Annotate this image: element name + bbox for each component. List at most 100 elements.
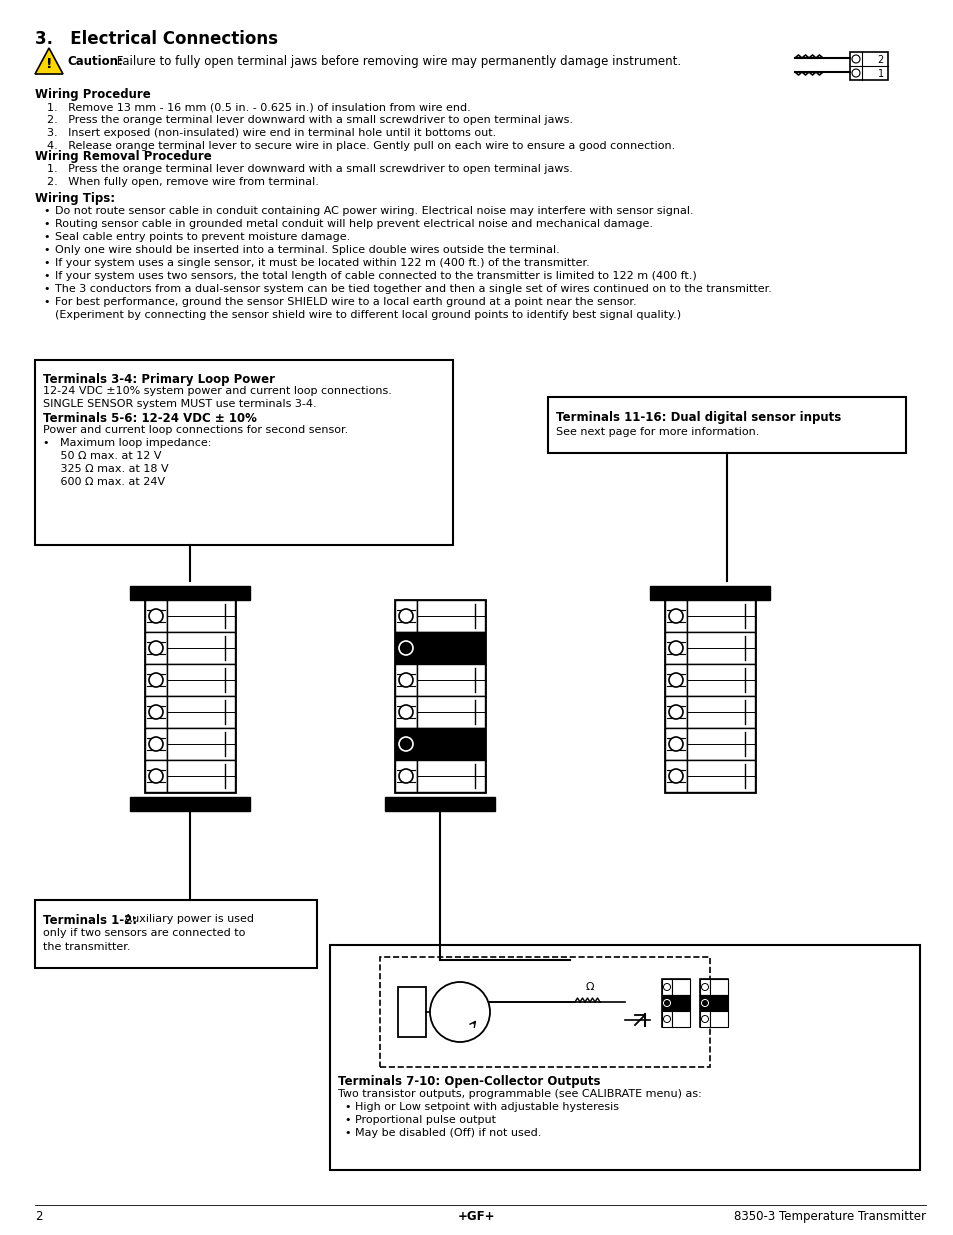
Text: •: • bbox=[43, 206, 50, 216]
Circle shape bbox=[149, 705, 163, 719]
Text: Auxiliary power is used: Auxiliary power is used bbox=[121, 914, 253, 924]
Bar bbox=[416, 697, 484, 727]
Text: +GF+: +GF+ bbox=[457, 1210, 496, 1223]
Circle shape bbox=[668, 705, 682, 719]
Text: Wiring Procedure: Wiring Procedure bbox=[35, 88, 151, 101]
Text: • High or Low setpoint with adjustable hysteresis: • High or Low setpoint with adjustable h… bbox=[337, 1102, 618, 1112]
Text: Only one wire should be inserted into a terminal. Splice double wires outside th: Only one wire should be inserted into a … bbox=[55, 245, 559, 254]
Circle shape bbox=[662, 999, 670, 1007]
Bar bbox=[700, 979, 727, 1028]
Text: •: • bbox=[43, 219, 50, 228]
Text: Terminals 7-10: Open-Collector Outputs: Terminals 7-10: Open-Collector Outputs bbox=[337, 1074, 599, 1088]
Bar bbox=[167, 664, 234, 697]
Bar bbox=[661, 979, 671, 995]
Circle shape bbox=[668, 769, 682, 783]
Text: 1: 1 bbox=[877, 69, 883, 79]
Bar bbox=[145, 632, 167, 664]
Circle shape bbox=[398, 673, 413, 687]
Text: Terminals 5-6: 12-24 VDC ± 10%: Terminals 5-6: 12-24 VDC ± 10% bbox=[43, 412, 256, 425]
Circle shape bbox=[430, 982, 490, 1042]
Text: 1.   Remove 13 mm - 16 mm (0.5 in. - 0.625 in.) of insulation from wire end.: 1. Remove 13 mm - 16 mm (0.5 in. - 0.625… bbox=[47, 103, 470, 112]
Bar bbox=[395, 600, 416, 632]
Text: Wiring Removal Procedure: Wiring Removal Procedure bbox=[35, 149, 212, 163]
Text: 2.   When fully open, remove wire from terminal.: 2. When fully open, remove wire from ter… bbox=[47, 177, 318, 186]
Text: Terminals 11-16: Dual digital sensor inputs: Terminals 11-16: Dual digital sensor inp… bbox=[556, 411, 841, 424]
Text: •: • bbox=[43, 232, 50, 242]
Text: the transmitter.: the transmitter. bbox=[43, 942, 131, 952]
Bar bbox=[849, 52, 887, 80]
Text: Terminals 3-4: Primary Loop Power: Terminals 3-4: Primary Loop Power bbox=[43, 373, 274, 387]
Bar bbox=[664, 697, 686, 727]
Circle shape bbox=[700, 1015, 708, 1023]
Text: 3.   Insert exposed (non-insulated) wire end in terminal hole until it bottoms o: 3. Insert exposed (non-insulated) wire e… bbox=[47, 128, 496, 138]
Text: 8350-3 Temperature Transmitter: 8350-3 Temperature Transmitter bbox=[733, 1210, 925, 1223]
Circle shape bbox=[149, 641, 163, 655]
Bar bbox=[395, 632, 416, 664]
Bar bbox=[395, 664, 416, 697]
Bar bbox=[35, 900, 316, 968]
Bar bbox=[671, 1011, 689, 1028]
Bar bbox=[35, 359, 453, 545]
Bar bbox=[700, 995, 709, 1011]
Bar bbox=[700, 1011, 709, 1028]
Bar bbox=[167, 600, 234, 632]
Bar bbox=[145, 600, 234, 792]
Bar bbox=[145, 727, 167, 760]
Text: Wiring Tips:: Wiring Tips: bbox=[35, 191, 115, 205]
Bar bbox=[395, 727, 416, 760]
Bar bbox=[395, 600, 484, 792]
Text: 12-24 VDC ±10% system power and current loop connections.: 12-24 VDC ±10% system power and current … bbox=[43, 387, 392, 396]
Bar bbox=[686, 632, 754, 664]
Circle shape bbox=[851, 56, 859, 63]
Bar bbox=[397, 987, 426, 1037]
Text: Failure to fully open terminal jaws before removing wire may permanently damage : Failure to fully open terminal jaws befo… bbox=[112, 56, 680, 68]
Bar bbox=[416, 760, 484, 792]
Text: only if two sensors are connected to: only if two sensors are connected to bbox=[43, 927, 245, 939]
Bar bbox=[671, 979, 689, 995]
Text: If your system uses a single sensor, it must be located within 122 m (400 ft.) o: If your system uses a single sensor, it … bbox=[55, 258, 589, 268]
Text: Do not route sensor cable in conduit containing AC power wiring. Electrical nois: Do not route sensor cable in conduit con… bbox=[55, 206, 693, 216]
Text: Ω: Ω bbox=[585, 982, 594, 992]
Text: 4.   Release orange terminal lever to secure wire in place. Gently pull on each : 4. Release orange terminal lever to secu… bbox=[47, 141, 675, 151]
Bar bbox=[709, 1011, 727, 1028]
Text: The 3 conductors from a dual-sensor system can be tied together and then a singl: The 3 conductors from a dual-sensor syst… bbox=[55, 284, 771, 294]
Bar bbox=[416, 727, 484, 760]
Circle shape bbox=[149, 769, 163, 783]
Text: •   Maximum loop impedance:: • Maximum loop impedance: bbox=[43, 438, 212, 448]
Text: Terminals 1-2:: Terminals 1-2: bbox=[43, 914, 137, 927]
Bar bbox=[686, 664, 754, 697]
Bar bbox=[167, 632, 234, 664]
Circle shape bbox=[149, 737, 163, 751]
Text: !: ! bbox=[46, 57, 52, 72]
Bar bbox=[664, 632, 686, 664]
Bar bbox=[330, 945, 919, 1170]
Bar bbox=[661, 979, 689, 1028]
Text: Power and current loop connections for second sensor.: Power and current loop connections for s… bbox=[43, 425, 348, 435]
Bar bbox=[416, 600, 484, 632]
Text: 50 Ω max. at 12 V: 50 Ω max. at 12 V bbox=[43, 451, 161, 461]
Bar bbox=[709, 979, 727, 995]
Bar bbox=[385, 797, 495, 811]
Bar bbox=[709, 995, 727, 1011]
Text: •: • bbox=[43, 245, 50, 254]
Bar bbox=[661, 1011, 671, 1028]
Text: •: • bbox=[43, 270, 50, 282]
Text: 2: 2 bbox=[877, 56, 883, 65]
Bar bbox=[686, 760, 754, 792]
Circle shape bbox=[398, 609, 413, 622]
Circle shape bbox=[149, 673, 163, 687]
Text: 600 Ω max. at 24V: 600 Ω max. at 24V bbox=[43, 477, 165, 487]
Bar bbox=[664, 727, 686, 760]
Bar bbox=[416, 664, 484, 697]
Bar bbox=[686, 600, 754, 632]
Text: • May be disabled (Off) if not used.: • May be disabled (Off) if not used. bbox=[337, 1128, 540, 1137]
Bar bbox=[130, 585, 250, 600]
Text: See next page for more information.: See next page for more information. bbox=[556, 427, 759, 437]
Circle shape bbox=[398, 769, 413, 783]
Text: 2: 2 bbox=[35, 1210, 43, 1223]
Bar bbox=[649, 585, 769, 600]
Circle shape bbox=[851, 69, 859, 77]
Text: •: • bbox=[43, 258, 50, 268]
Circle shape bbox=[668, 673, 682, 687]
Polygon shape bbox=[35, 48, 63, 74]
